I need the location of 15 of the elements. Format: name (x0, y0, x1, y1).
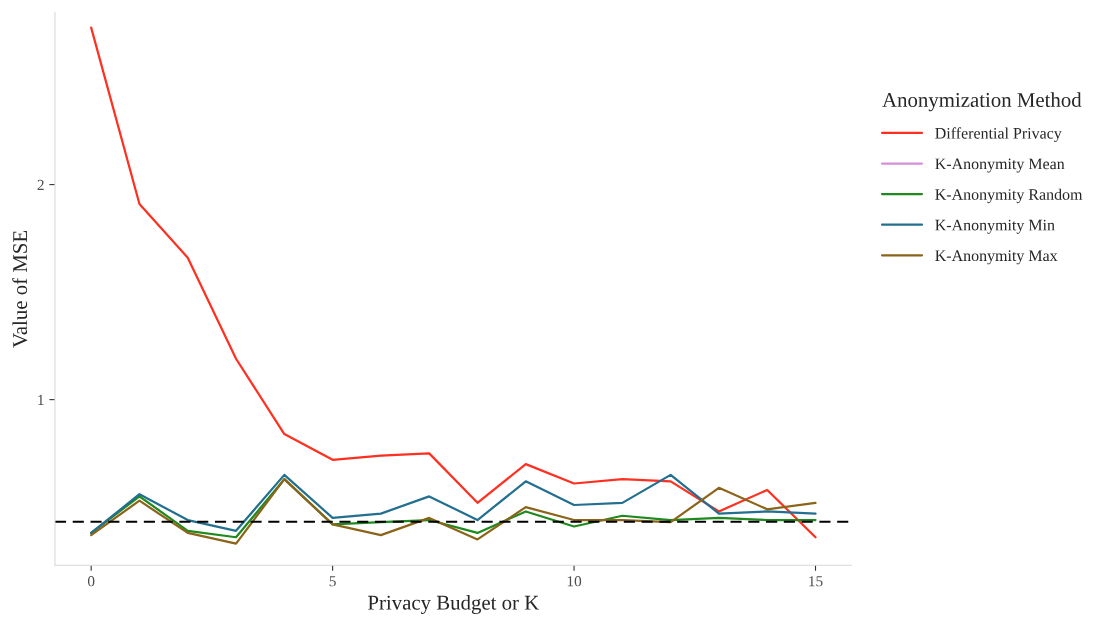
legend-label: K-Anonymity Min (935, 219, 1055, 234)
legend-label: K-Anonymity Random (935, 188, 1083, 204)
legend-label: K-Anonymity Mean (935, 158, 1065, 173)
x-tick-label: 15 (809, 576, 823, 587)
x-tick-label: 10 (567, 576, 582, 587)
legend-label: K-Anonymity Max (935, 250, 1058, 265)
x-tick-label: 5 (329, 576, 336, 587)
line-series (90, 26, 817, 539)
legend-label: Differential Privacy (935, 127, 1062, 142)
y-axis-title: Value of MSE (12, 230, 28, 348)
x-tick-label: 0 (87, 576, 95, 587)
y-tick-label: 1 (38, 394, 44, 405)
y-tick-label: 2 (37, 179, 44, 190)
x-axis-title: Privacy Budget or K (368, 595, 540, 614)
legend-title: Anonymization Method (882, 92, 1082, 112)
